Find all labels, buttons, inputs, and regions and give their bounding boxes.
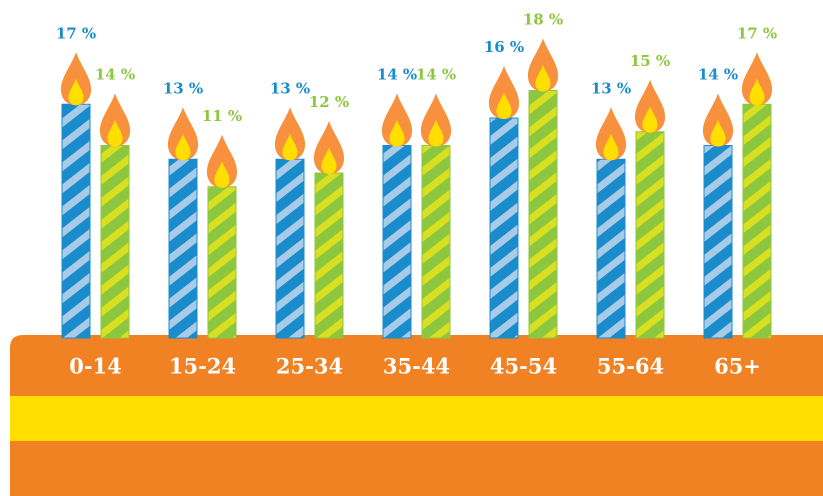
value-label: 15 % [630,52,670,70]
value-label: 14 % [95,66,135,84]
value-label: 13 % [591,79,631,97]
value-label: 17 % [56,24,96,42]
flame-core [496,92,512,119]
value-label: 13 % [270,79,310,97]
candle [421,145,451,339]
flame-core [107,120,123,147]
category-label: 65+ [714,354,761,379]
candle [528,90,558,339]
flame-core [214,161,230,188]
cake-layer [10,396,823,441]
flame-core [535,65,551,92]
value-label: 11 % [202,107,242,125]
flame-core [603,133,619,161]
candle [61,103,91,339]
flame-core [282,133,298,161]
category-label: 45-54 [490,354,557,379]
flame-core [428,120,444,147]
flame-core [642,106,658,133]
candle [635,131,665,339]
candle [382,145,412,339]
value-label: 14 % [698,66,738,84]
value-label: 14 % [377,66,417,84]
category-label: 55-64 [597,354,664,379]
cake [10,335,823,496]
category-label: 25-34 [276,354,343,379]
flame-core [321,147,337,174]
value-label: 16 % [484,38,524,56]
value-label: 18 % [523,11,563,29]
candle [314,172,344,339]
flame-core [710,120,726,147]
flame-core [68,78,84,106]
candle [168,158,198,339]
value-label: 17 % [737,24,777,42]
candle [703,145,733,339]
value-label: 14 % [416,66,456,84]
flame-core [389,120,405,147]
candle [207,186,237,339]
category-label: 15-24 [169,354,236,379]
category-label: 0-14 [69,354,122,379]
candle [489,117,519,339]
flame-core [175,133,191,161]
flame-core [749,78,765,106]
candle [100,145,130,339]
candle [596,158,626,339]
value-label: 13 % [163,79,203,97]
value-label: 12 % [309,93,349,111]
candle [275,158,305,339]
candle [742,103,772,339]
category-label: 35-44 [383,354,450,379]
